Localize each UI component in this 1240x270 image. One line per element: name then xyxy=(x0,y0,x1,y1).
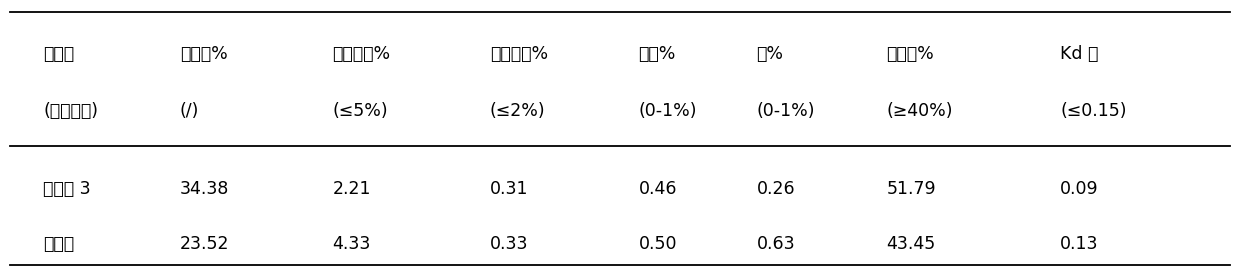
Text: 0.63: 0.63 xyxy=(756,235,795,253)
Text: 核酸含量%: 核酸含量% xyxy=(490,45,548,63)
Text: (≤2%): (≤2%) xyxy=(490,102,546,120)
Text: 0.31: 0.31 xyxy=(490,180,528,198)
Text: 0.26: 0.26 xyxy=(756,180,795,198)
Text: 4.33: 4.33 xyxy=(332,235,371,253)
Text: (合格范围): (合格范围) xyxy=(43,102,98,120)
Text: 43.45: 43.45 xyxy=(887,235,936,253)
Text: 2.21: 2.21 xyxy=(332,180,371,198)
Text: 蛋白含量%: 蛋白含量% xyxy=(332,45,391,63)
Text: 0.33: 0.33 xyxy=(490,235,528,253)
Text: 磷%: 磷% xyxy=(756,45,784,63)
Text: (0-1%): (0-1%) xyxy=(756,102,815,120)
Text: 实施例 3: 实施例 3 xyxy=(43,180,91,198)
Text: 0.50: 0.50 xyxy=(639,235,677,253)
Text: 检测项: 检测项 xyxy=(43,45,74,63)
Text: 糖醛酸%: 糖醛酸% xyxy=(887,45,935,63)
Text: (≤0.15): (≤0.15) xyxy=(1060,102,1127,120)
Text: 总氮%: 总氮% xyxy=(639,45,676,63)
Text: 回收率%: 回收率% xyxy=(180,45,228,63)
Text: 23.52: 23.52 xyxy=(180,235,229,253)
Text: 51.79: 51.79 xyxy=(887,180,936,198)
Text: 传统法: 传统法 xyxy=(43,235,74,253)
Text: 0.13: 0.13 xyxy=(1060,235,1099,253)
Text: (/): (/) xyxy=(180,102,200,120)
Text: 0.46: 0.46 xyxy=(639,180,677,198)
Text: 34.38: 34.38 xyxy=(180,180,229,198)
Text: (≥40%): (≥40%) xyxy=(887,102,954,120)
Text: Kd 值: Kd 值 xyxy=(1060,45,1099,63)
Text: (0-1%): (0-1%) xyxy=(639,102,697,120)
Text: 0.09: 0.09 xyxy=(1060,180,1099,198)
Text: (≤5%): (≤5%) xyxy=(332,102,388,120)
